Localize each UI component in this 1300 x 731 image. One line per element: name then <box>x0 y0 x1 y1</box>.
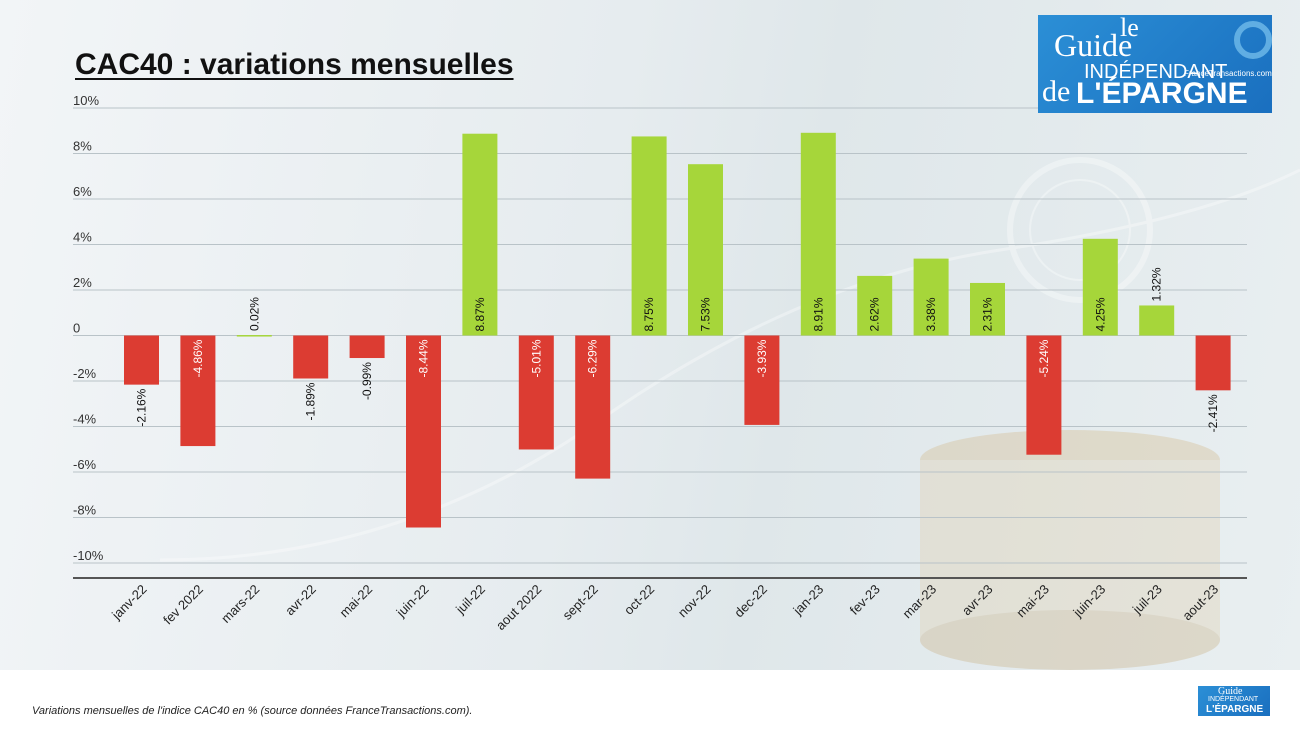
logo-small-line2: Guide <box>1218 686 1243 697</box>
y-tick-label: -10% <box>73 548 104 563</box>
bar <box>1139 305 1175 336</box>
logo-line1: le <box>1120 15 1139 42</box>
bar-value-label: 8.91% <box>811 297 825 331</box>
x-tick-label: oct-22 <box>621 582 657 618</box>
bar <box>180 335 216 447</box>
chart-title: CAC40 : variations mensuelles <box>75 48 514 81</box>
x-tick-label: mai-23 <box>1013 582 1052 621</box>
logo-line3: INDÉPENDANT <box>1084 61 1228 83</box>
logo-line4: de <box>1042 75 1071 108</box>
y-tick-label: -8% <box>73 503 97 518</box>
y-tick-label: -6% <box>73 457 97 472</box>
background-decoration <box>920 430 1220 670</box>
x-tick-label: avr-22 <box>282 582 319 619</box>
y-tick-label: 6% <box>73 184 92 199</box>
y-tick-label: -4% <box>73 412 97 427</box>
bar <box>575 335 611 479</box>
x-tick-label: juin-22 <box>393 582 432 621</box>
y-tick-label: 8% <box>73 139 92 154</box>
bar-value-label: -8.44% <box>417 339 431 377</box>
logo-line5: L'ÉPARGNE <box>1076 77 1248 110</box>
x-tick-label: dec-22 <box>731 582 770 621</box>
x-tick-label: aout 2022 <box>493 582 545 634</box>
bar-value-label: 8.87% <box>473 297 487 331</box>
x-tick-label: jan-23 <box>790 582 827 619</box>
bar-value-label: 8.75% <box>642 297 656 331</box>
guide-epargne-logo: le Guide INDÉPENDANT de L'ÉPARGNE France… <box>1038 15 1272 113</box>
bar <box>688 164 723 336</box>
bar-value-label: -2.16% <box>135 388 149 426</box>
source-caption: Variations mensuelles de l'indice CAC40 … <box>32 705 473 717</box>
bar-value-label: 2.62% <box>868 297 882 331</box>
bar <box>293 335 329 379</box>
bar <box>349 335 385 359</box>
x-tick-label: mai-22 <box>337 582 376 621</box>
bar-value-label: -4.86% <box>191 339 205 377</box>
y-tick-label: 0 <box>73 321 80 336</box>
x-tick-label: juil-23 <box>1129 582 1165 618</box>
bar-value-label: -2.41% <box>1206 394 1220 432</box>
x-tick-label: fev-23 <box>847 582 883 618</box>
logo-site: FranceTransactions.com <box>1184 69 1272 78</box>
x-tick-label: avr-23 <box>959 582 996 619</box>
bar <box>236 335 272 337</box>
bar <box>406 335 441 528</box>
logo-line2: Guide <box>1054 27 1133 63</box>
y-tick-label: 10% <box>73 93 99 108</box>
x-tick-label: juin-23 <box>1070 582 1109 621</box>
bar <box>800 132 836 336</box>
logo-small-line3: INDÉPENDANT <box>1208 696 1259 703</box>
bar-value-label: 7.53% <box>699 297 713 331</box>
bar-value-label: 0.02% <box>247 297 261 331</box>
y-tick-label: -2% <box>73 366 97 381</box>
x-tick-label: aout-23 <box>1179 582 1221 624</box>
x-tick-label: fev 2022 <box>160 582 206 628</box>
bar-value-label: 1.32% <box>1150 267 1164 301</box>
x-tick-label: mars-22 <box>218 582 262 626</box>
bar <box>462 133 498 336</box>
guide-epargne-logo-small: Guide INDÉPENDANT L'ÉPARGNE <box>1198 686 1270 716</box>
x-tick-label: mar-23 <box>899 582 939 622</box>
bar-value-label: 4.25% <box>1093 297 1107 331</box>
logo-small-line5: L'ÉPARGNE <box>1206 704 1264 715</box>
bar-value-label: -6.29% <box>586 339 600 377</box>
bar <box>970 282 1005 336</box>
y-tick-label: 4% <box>73 230 92 245</box>
bar-value-label: -5.24% <box>1037 339 1051 377</box>
bar <box>1195 335 1231 391</box>
bar-chart: 10% 8% 6% 4% 2% 0 -2% -4% -6% -8% -10% -2.16% janv-2… <box>73 93 1247 634</box>
bar <box>124 335 159 385</box>
bar <box>631 136 667 336</box>
bar-value-label: -1.89% <box>304 382 318 420</box>
bar-value-label: -0.99% <box>360 362 374 400</box>
bar <box>518 335 554 450</box>
bar-value-label: -3.93% <box>755 339 769 377</box>
bar <box>857 275 893 336</box>
bar <box>1082 238 1118 336</box>
x-tick-label: sept-22 <box>560 582 601 623</box>
bar <box>744 335 780 425</box>
bar-value-label: -5.01% <box>529 339 543 377</box>
x-tick-label: janv-22 <box>108 582 149 623</box>
logo-ring-icon <box>1234 21 1272 59</box>
bar <box>913 258 949 336</box>
bar <box>1026 335 1062 455</box>
x-tick-label: juil-22 <box>452 582 488 618</box>
bar-value-label: 3.38% <box>924 297 938 331</box>
y-tick-label: 2% <box>73 275 92 290</box>
bar-value-label: 2.31% <box>981 297 995 331</box>
x-tick-label: nov-22 <box>675 582 714 621</box>
